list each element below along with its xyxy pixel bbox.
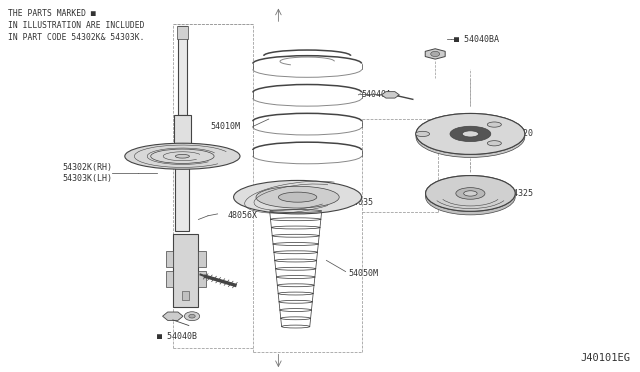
Ellipse shape — [234, 180, 362, 214]
Circle shape — [189, 314, 195, 318]
Text: J40101EG: J40101EG — [580, 353, 630, 363]
Bar — [182, 291, 189, 300]
Polygon shape — [163, 312, 183, 320]
Bar — [198, 271, 205, 286]
Ellipse shape — [175, 154, 189, 158]
Ellipse shape — [256, 186, 339, 208]
Text: THE PARTS MARKED ■
IN ILLUSTRATION ARE INCLUDED
IN PART CODE 54302K& 54303K.: THE PARTS MARKED ■ IN ILLUSTRATION ARE I… — [8, 9, 144, 42]
Ellipse shape — [415, 131, 429, 137]
Bar — [289, 195, 302, 203]
Ellipse shape — [125, 143, 240, 169]
Ellipse shape — [278, 192, 317, 202]
Bar — [166, 271, 173, 286]
Text: 54302K(RH)
54303K(LH): 54302K(RH) 54303K(LH) — [62, 163, 112, 183]
Ellipse shape — [426, 176, 515, 211]
Bar — [291, 192, 300, 196]
Ellipse shape — [450, 126, 491, 142]
Text: 54320: 54320 — [509, 129, 534, 138]
Ellipse shape — [487, 122, 501, 127]
Ellipse shape — [456, 187, 485, 199]
Text: 54325: 54325 — [509, 189, 534, 198]
Polygon shape — [425, 49, 445, 59]
Text: 54010M: 54010M — [210, 122, 240, 131]
Text: ■ 54040BA: ■ 54040BA — [454, 35, 499, 44]
Bar — [175, 149, 189, 231]
Bar — [198, 251, 205, 267]
Text: ■ 54040B: ■ 54040B — [157, 332, 197, 341]
Bar — [166, 251, 173, 267]
Circle shape — [431, 51, 440, 57]
Ellipse shape — [487, 141, 501, 146]
Ellipse shape — [463, 191, 477, 196]
Bar — [178, 26, 187, 115]
Text: 48056X: 48056X — [227, 211, 257, 220]
Bar — [174, 115, 191, 160]
Bar — [177, 26, 188, 39]
Text: 54040A: 54040A — [362, 90, 392, 99]
Circle shape — [184, 312, 200, 321]
Text: 54050M: 54050M — [349, 269, 379, 278]
Text: 54035: 54035 — [349, 198, 374, 207]
Bar — [173, 234, 198, 307]
Ellipse shape — [462, 131, 479, 137]
Ellipse shape — [416, 113, 525, 154]
Ellipse shape — [426, 179, 515, 215]
Polygon shape — [381, 92, 399, 98]
Ellipse shape — [416, 116, 525, 157]
